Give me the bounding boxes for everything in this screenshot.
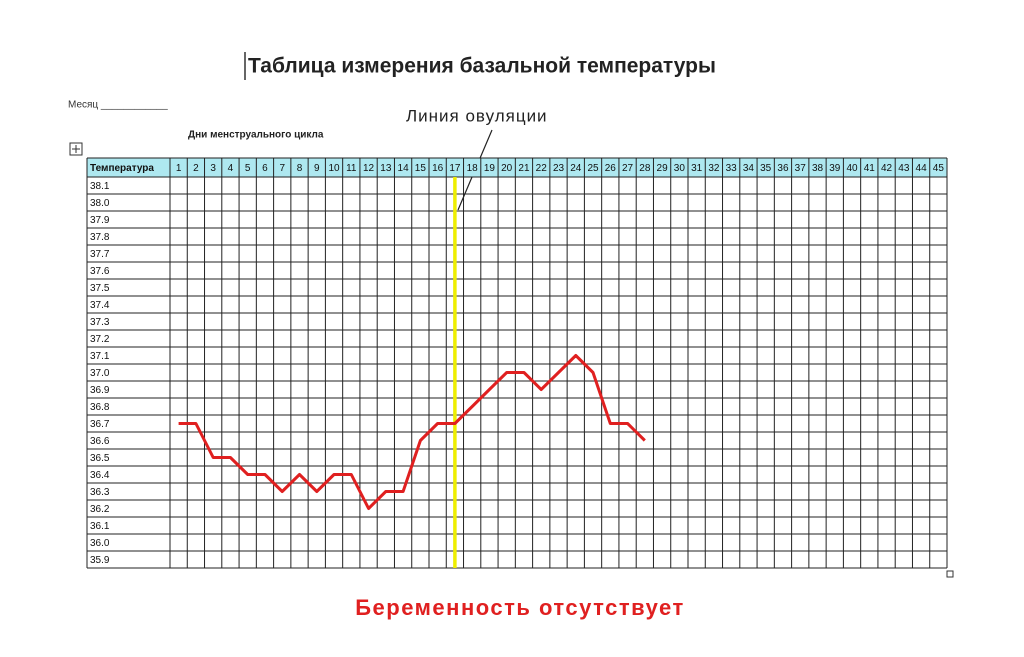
y-tick-label: 37.9 <box>90 215 110 226</box>
y-tick-label: 38.1 <box>90 181 110 192</box>
x-tick-label: 25 <box>587 163 599 174</box>
x-tick-label: 20 <box>501 163 513 174</box>
y-tick-label: 37.3 <box>90 317 110 328</box>
y-tick-label: 37.6 <box>90 266 110 277</box>
x-tick-label: 7 <box>279 163 285 174</box>
x-tick-label: 38 <box>812 163 824 174</box>
x-tick-label: 3 <box>210 163 216 174</box>
x-tick-label: 39 <box>829 163 841 174</box>
x-tick-label: 11 <box>346 163 357 174</box>
x-tick-label: 21 <box>518 163 530 174</box>
x-tick-label: 12 <box>363 163 375 174</box>
annotation: Линия овуляции <box>406 106 548 125</box>
x-tick-label: 28 <box>639 163 651 174</box>
y-tick-label: 37.2 <box>90 334 110 345</box>
y-tick-label: 36.9 <box>90 385 110 396</box>
x-tick-label: 24 <box>570 163 582 174</box>
x-tick-label: 35 <box>760 163 772 174</box>
x-tick-label: 5 <box>245 163 251 174</box>
x-tick-label: 10 <box>328 163 340 174</box>
x-tick-label: 33 <box>726 163 738 174</box>
x-tick-label: 36 <box>777 163 789 174</box>
x-tick-label: 32 <box>708 163 720 174</box>
x-tick-label: 40 <box>846 163 858 174</box>
x-tick-label: 2 <box>193 163 199 174</box>
y-tick-label: 37.7 <box>90 249 110 260</box>
x-tick-label: 13 <box>380 163 392 174</box>
y-tick-label: 38.0 <box>90 198 110 209</box>
x-tick-label: 19 <box>484 163 496 174</box>
y-tick-label: 36.7 <box>90 419 110 430</box>
x-tick-label: 4 <box>228 163 234 174</box>
x-tick-label: 42 <box>881 163 893 174</box>
y-tick-label: 35.9 <box>90 555 110 566</box>
y-tick-label: 36.8 <box>90 402 110 413</box>
x-tick-label: 27 <box>622 163 634 174</box>
y-tick-label: 36.5 <box>90 453 110 464</box>
x-tick-label: 41 <box>864 163 876 174</box>
x-tick-label: 43 <box>898 163 910 174</box>
x-tick-label: 29 <box>657 163 669 174</box>
month-label: Месяц ____________ <box>68 100 168 111</box>
y-tick-label: 37.4 <box>90 300 110 311</box>
y-tick-label: 37.1 <box>90 351 110 362</box>
x-tick-label: 8 <box>297 163 303 174</box>
x-tick-label: 31 <box>691 163 703 174</box>
x-tick-label: 16 <box>432 163 444 174</box>
y-tick-label: 36.0 <box>90 538 110 549</box>
x-tick-label: 17 <box>449 163 461 174</box>
y-tick-label: 37.5 <box>90 283 110 294</box>
y-tick-label: 36.3 <box>90 487 110 498</box>
x-tick-label: 6 <box>262 163 268 174</box>
table-handle-icon <box>72 145 80 153</box>
y-tick-label: 36.4 <box>90 470 110 481</box>
x-tick-label: 34 <box>743 163 755 174</box>
x-tick-label: 23 <box>553 163 565 174</box>
temperature-line <box>178 354 646 510</box>
x-tick-label: 30 <box>674 163 686 174</box>
y-tick-label: 36.6 <box>90 436 110 447</box>
x-tick-label: 44 <box>916 163 928 174</box>
y-tick-label: 37.0 <box>90 368 110 379</box>
x-tick-label: 22 <box>536 163 548 174</box>
chart-title: Таблица измерения базальной температуры <box>248 55 716 78</box>
header-row <box>87 158 947 177</box>
x-tick-label: 9 <box>314 163 320 174</box>
x-tick-label: 45 <box>933 163 945 174</box>
resize-handle <box>946 570 954 578</box>
x-tick-label: 26 <box>605 163 617 174</box>
x-tick-label: 15 <box>415 163 427 174</box>
y-tick-label: 36.2 <box>90 504 110 515</box>
x-tick-label: 1 <box>176 163 182 174</box>
x-tick-label: 14 <box>398 163 410 174</box>
x-tick-label: 18 <box>467 163 479 174</box>
caption: Беременность отсутствует <box>355 595 685 620</box>
y-tick-label: 36.1 <box>90 521 110 532</box>
x-tick-label: 37 <box>795 163 807 174</box>
y-axis-label: Температура <box>90 163 154 174</box>
y-tick-label: 37.8 <box>90 232 110 243</box>
x-axis-label: Дни менструального цикла <box>188 130 324 141</box>
